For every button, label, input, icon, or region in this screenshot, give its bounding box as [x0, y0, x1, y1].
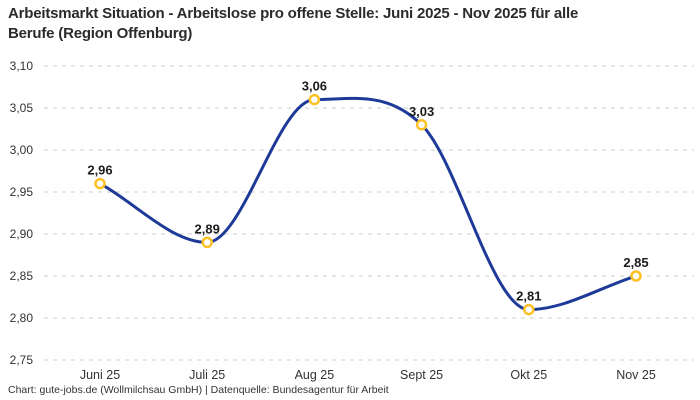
chart-credit: Chart: gute-jobs.de (Wollmilchsau GmbH) … — [8, 384, 389, 396]
data-point-label: 3,06 — [302, 79, 327, 94]
data-point-marker[interactable] — [630, 270, 642, 282]
y-tick-label: 2,75 — [10, 353, 34, 367]
data-point-marker[interactable] — [308, 93, 321, 106]
y-tick-label: 2,90 — [10, 227, 34, 241]
y-tick-label: 3,00 — [10, 143, 34, 157]
data-point-label: 2,96 — [87, 163, 112, 178]
y-tick-label: 2,95 — [10, 185, 34, 199]
chart-title: Arbeitsmarkt Situation - Arbeitslose pro… — [8, 4, 668, 44]
x-tick-label: Sept 25 — [400, 368, 443, 382]
data-point-label: 3,03 — [409, 104, 434, 119]
x-tick-label: Juli 25 — [189, 368, 225, 382]
y-tick-label: 3,10 — [10, 59, 34, 73]
chart-title-line2: Berufe (Region Offenburg) — [8, 25, 193, 42]
x-tick-label: Okt 25 — [510, 368, 547, 382]
series-line — [98, 96, 638, 312]
data-point-label: 2,89 — [195, 221, 220, 236]
y-tick-label: 2,80 — [10, 311, 34, 325]
y-tick-label: 3,05 — [10, 101, 34, 115]
x-tick-label: Aug 25 — [295, 368, 335, 382]
y-tick-label: 2,85 — [10, 269, 34, 283]
data-point-marker[interactable] — [201, 236, 213, 249]
data-point-marker[interactable] — [523, 303, 535, 316]
chart-title-line1: Arbeitsmarkt Situation - Arbeitslose pro… — [8, 5, 579, 22]
x-tick-label: Nov 25 — [616, 368, 656, 382]
data-point-marker[interactable] — [415, 119, 428, 131]
x-tick-label: Juni 25 — [80, 368, 120, 382]
data-point-label: 2,81 — [516, 289, 541, 304]
data-point-marker[interactable] — [94, 177, 106, 190]
data-point-label: 2,85 — [623, 255, 648, 270]
